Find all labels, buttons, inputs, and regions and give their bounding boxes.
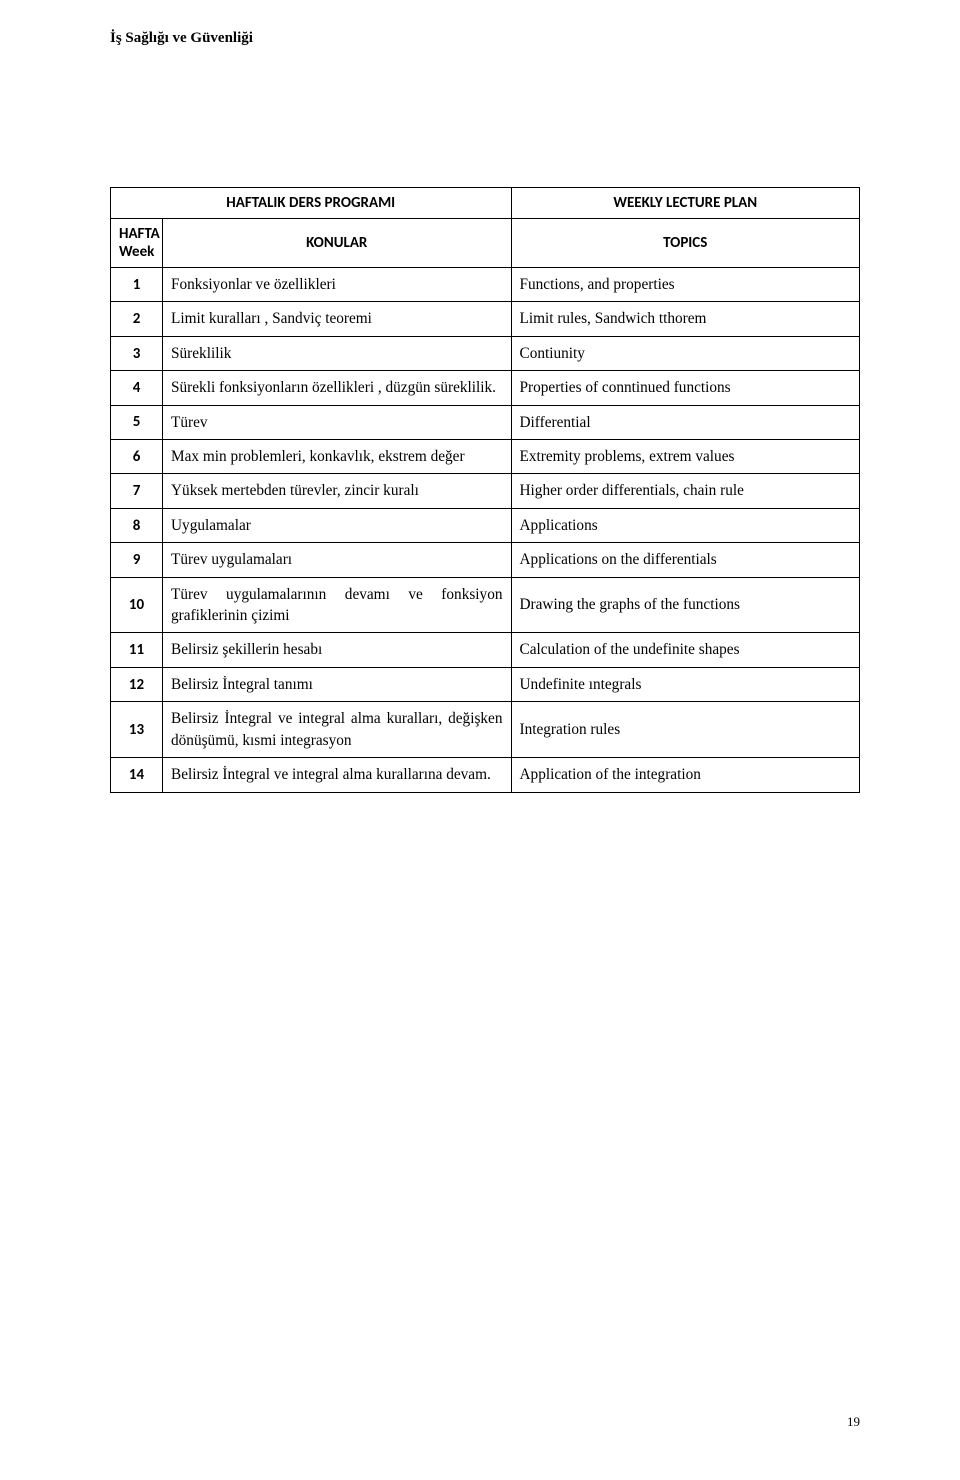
table-row: 12Belirsiz İntegral tanımıUndefinite ınt…	[111, 667, 860, 701]
week-number: 1	[111, 268, 163, 302]
topic-en: Extremity problems, extrem values	[511, 440, 860, 474]
subheader-week: HAFTA Week	[111, 219, 163, 268]
week-number: 13	[111, 702, 163, 758]
topic-tr: Belirsiz İntegral ve integral alma kural…	[163, 758, 512, 792]
topic-tr: Sürekli fonksiyonların özellikleri , düz…	[163, 371, 512, 405]
topic-tr: Türev uygulamaları	[163, 543, 512, 577]
topic-tr: Belirsiz İntegral ve integral alma kural…	[163, 702, 512, 758]
table-subheader-row: HAFTA Week KONULAR TOPICS	[111, 219, 860, 268]
table-row: 11Belirsiz şekillerin hesabıCalculation …	[111, 633, 860, 667]
table-body: 1Fonksiyonlar ve özellikleriFunctions, a…	[111, 268, 860, 793]
week-number: 3	[111, 336, 163, 370]
table-row: 9Türev uygulamalarıApplications on the d…	[111, 543, 860, 577]
week-number: 5	[111, 405, 163, 439]
table-row: 13Belirsiz İntegral ve integral alma kur…	[111, 702, 860, 758]
topic-tr: Belirsiz İntegral tanımı	[163, 667, 512, 701]
subheader-week-tr: HAFTA	[119, 225, 154, 243]
table-row: 3SüreklilikContiunity	[111, 336, 860, 370]
topic-tr: Fonksiyonlar ve özellikleri	[163, 268, 512, 302]
table-row: 10Türev uygulamalarının devamı ve fonksi…	[111, 577, 860, 633]
header-right: WEEKLY LECTURE PLAN	[511, 188, 860, 219]
week-number: 4	[111, 371, 163, 405]
week-number: 10	[111, 577, 163, 633]
topic-en: Application of the integration	[511, 758, 860, 792]
topic-en: Integration rules	[511, 702, 860, 758]
topic-en: Applications	[511, 508, 860, 542]
subheader-left: KONULAR	[163, 219, 512, 268]
topic-tr: Uygulamalar	[163, 508, 512, 542]
table-row: 8UygulamalarApplications	[111, 508, 860, 542]
topic-tr: Süreklilik	[163, 336, 512, 370]
topic-tr: Türev	[163, 405, 512, 439]
table-row: 7Yüksek mertebden türevler, zincir kural…	[111, 474, 860, 508]
week-number: 6	[111, 440, 163, 474]
topic-en: Differential	[511, 405, 860, 439]
table-header-row: HAFTALIK DERS PROGRAMI WEEKLY LECTURE PL…	[111, 188, 860, 219]
topic-en: Calculation of the undefinite shapes	[511, 633, 860, 667]
week-number: 11	[111, 633, 163, 667]
subheader-week-en: Week	[119, 243, 154, 261]
table-row: 1Fonksiyonlar ve özellikleriFunctions, a…	[111, 268, 860, 302]
table-row: 6Max min problemleri, konkavlık, ekstrem…	[111, 440, 860, 474]
week-number: 8	[111, 508, 163, 542]
topic-en: Limit rules, Sandwich tthorem	[511, 302, 860, 336]
topic-tr: Yüksek mertebden türevler, zincir kuralı	[163, 474, 512, 508]
lecture-plan-table: HAFTALIK DERS PROGRAMI WEEKLY LECTURE PL…	[110, 187, 860, 793]
week-number: 7	[111, 474, 163, 508]
topic-en: Applications on the differentials	[511, 543, 860, 577]
topic-en: Undefinite ıntegrals	[511, 667, 860, 701]
header-left: HAFTALIK DERS PROGRAMI	[111, 188, 512, 219]
topic-en: Drawing the graphs of the functions	[511, 577, 860, 633]
page-number: 19	[847, 1414, 860, 1430]
page-label: İş Sağlığı ve Güvenliği	[110, 30, 860, 47]
topic-en: Functions, and properties	[511, 268, 860, 302]
week-number: 2	[111, 302, 163, 336]
week-number: 9	[111, 543, 163, 577]
topic-tr: Belirsiz şekillerin hesabı	[163, 633, 512, 667]
table-row: 2Limit kuralları , Sandviç teoremiLimit …	[111, 302, 860, 336]
topic-en: Contiunity	[511, 336, 860, 370]
subheader-right: TOPICS	[511, 219, 860, 268]
table-row: 14Belirsiz İntegral ve integral alma kur…	[111, 758, 860, 792]
topic-en: Higher order differentials, chain rule	[511, 474, 860, 508]
topic-en: Properties of conntinued functions	[511, 371, 860, 405]
topic-tr: Limit kuralları , Sandviç teoremi	[163, 302, 512, 336]
topic-tr: Türev uygulamalarının devamı ve fonksiyo…	[163, 577, 512, 633]
week-number: 14	[111, 758, 163, 792]
topic-tr: Max min problemleri, konkavlık, ekstrem …	[163, 440, 512, 474]
table-row: 5TürevDifferential	[111, 405, 860, 439]
week-number: 12	[111, 667, 163, 701]
table-row: 4Sürekli fonksiyonların özellikleri , dü…	[111, 371, 860, 405]
